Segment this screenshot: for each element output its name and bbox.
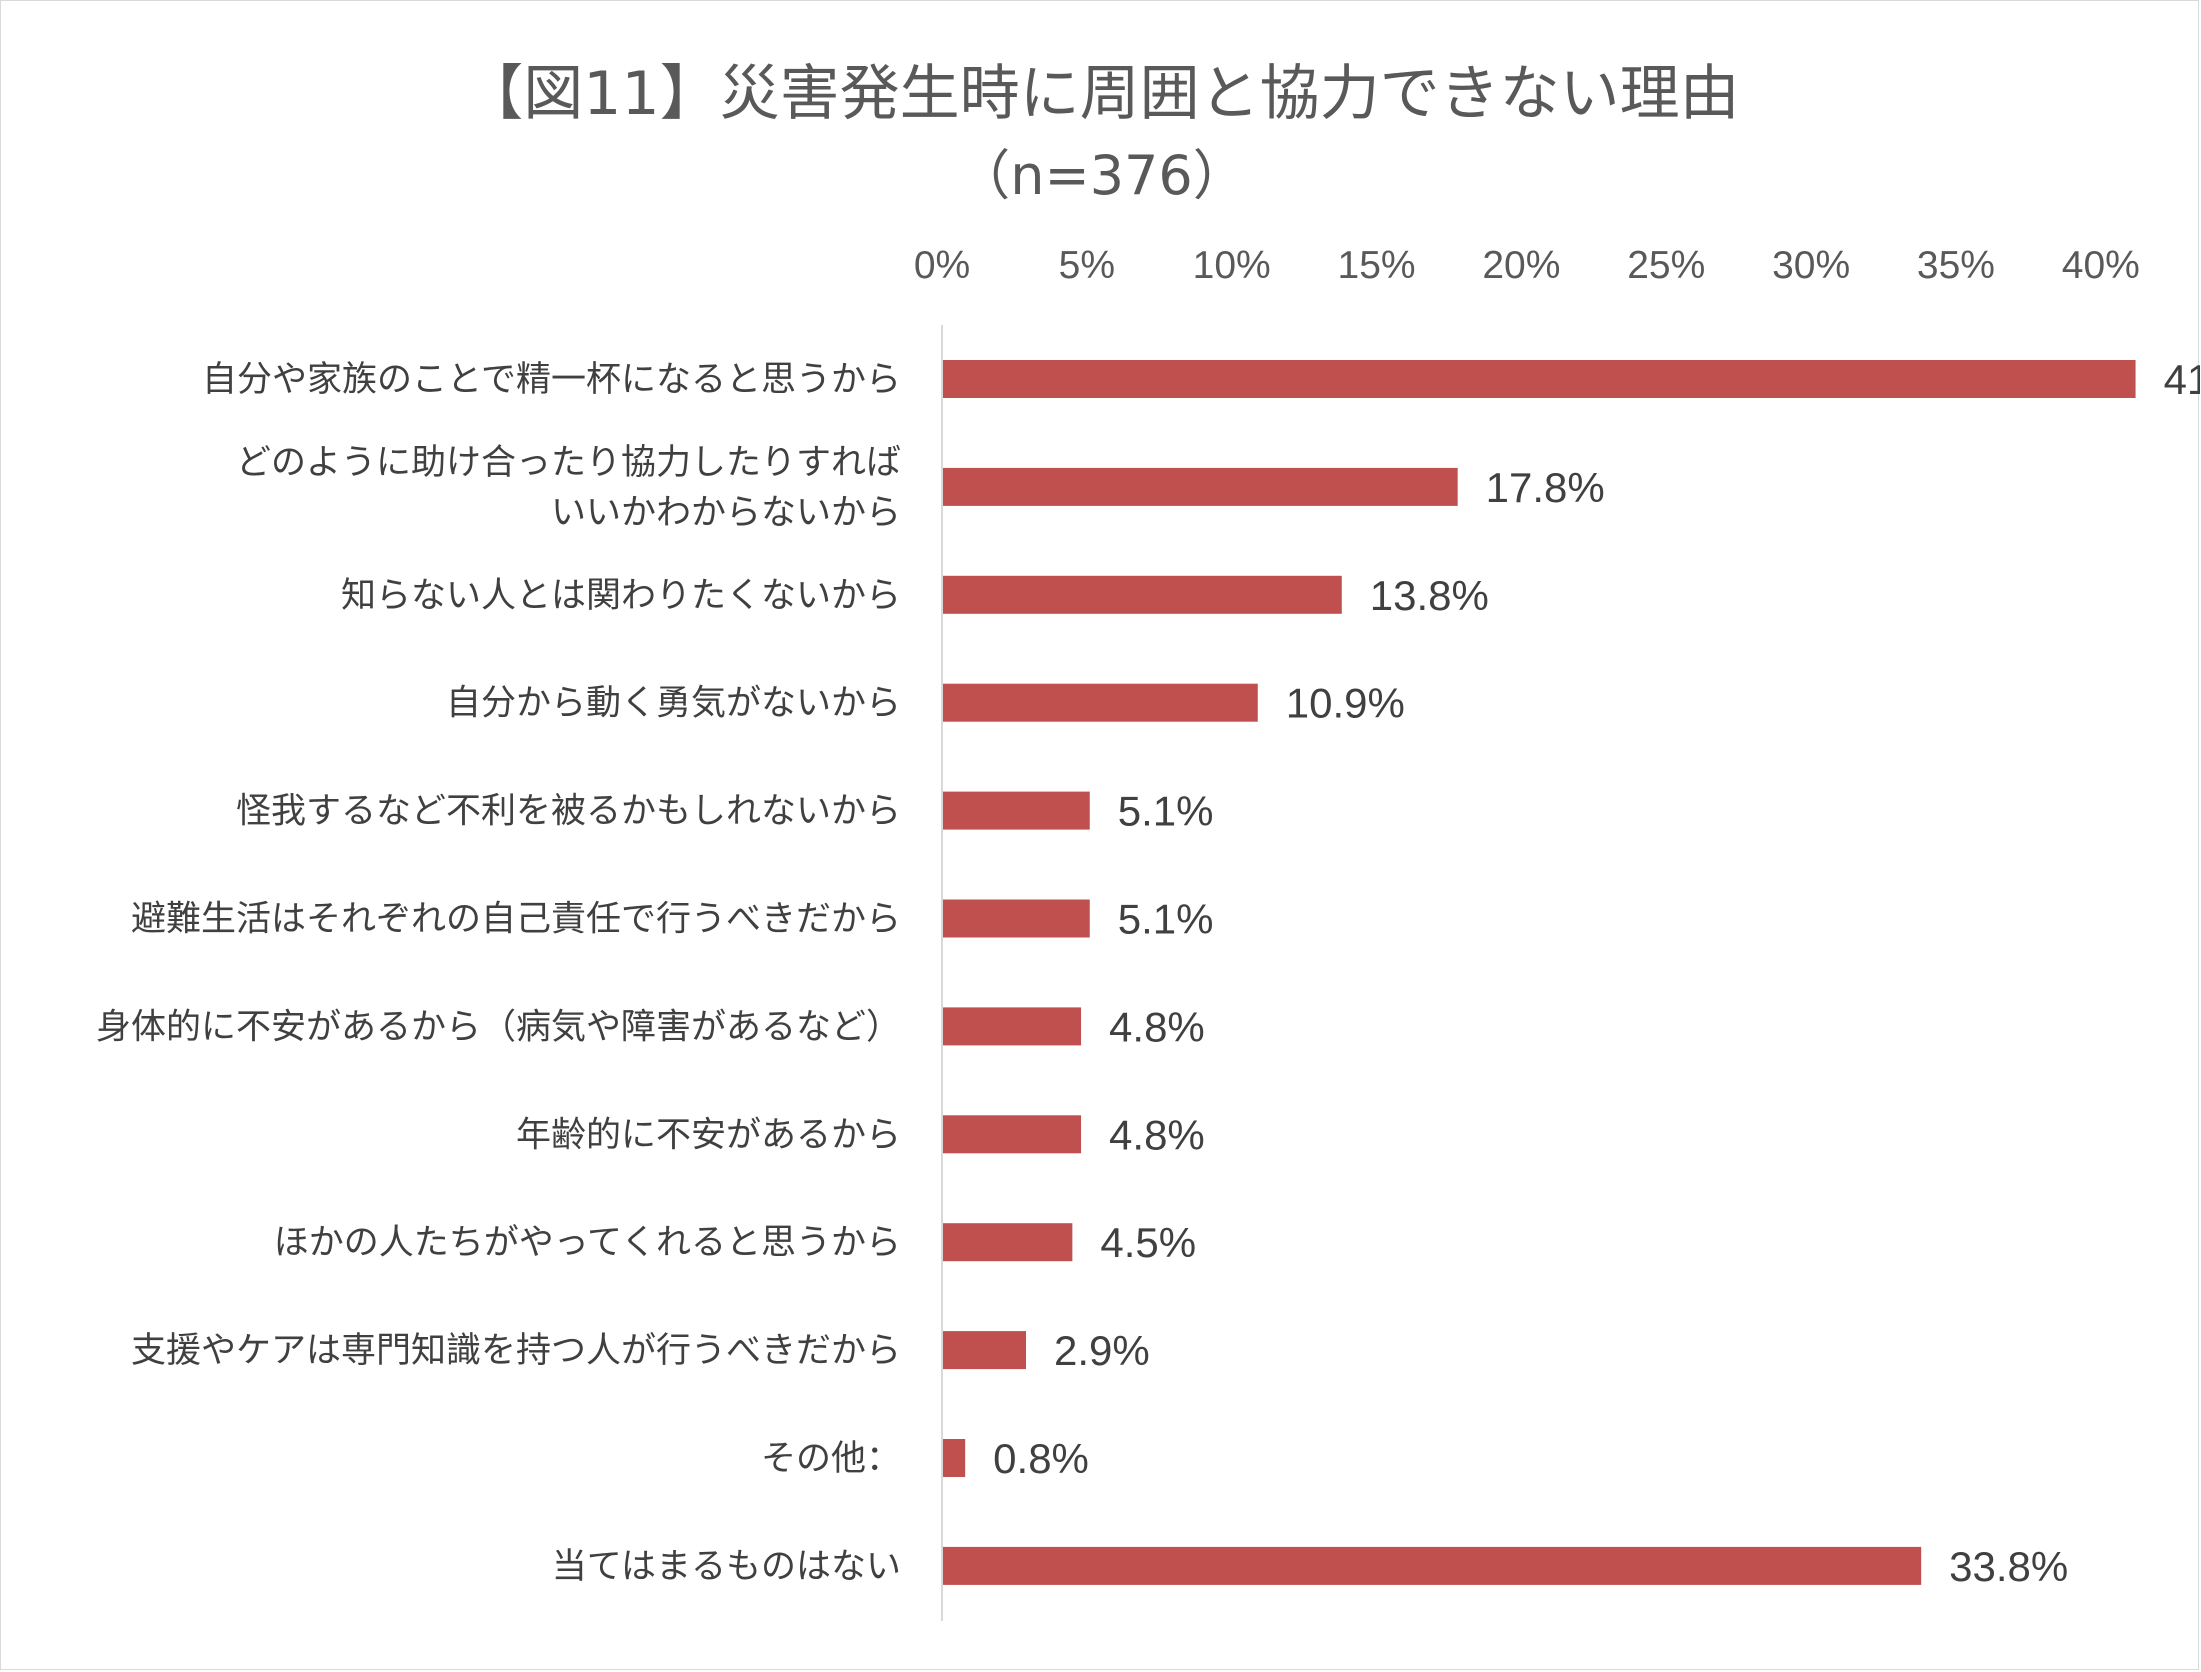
bar bbox=[943, 683, 1258, 722]
data-label: 4.5% bbox=[1100, 1219, 1196, 1266]
bar bbox=[943, 791, 1090, 830]
category-label: どのように助け合ったり協力したりすれば bbox=[236, 443, 901, 483]
data-label: 41.2% bbox=[2164, 356, 2200, 403]
x-tick-label: 40% bbox=[2062, 244, 2140, 287]
x-tick-label: 20% bbox=[1482, 244, 1560, 287]
bar bbox=[943, 1007, 1082, 1046]
category-label: 年齢的に不安があるから bbox=[516, 1115, 901, 1155]
data-label: 10.9% bbox=[1286, 680, 1405, 727]
x-tick-label: 15% bbox=[1338, 244, 1416, 287]
x-tick-label: 25% bbox=[1627, 244, 1705, 287]
category-label: その他： bbox=[761, 1439, 901, 1479]
category-label: 知らない人とは関わりたくないから bbox=[341, 576, 901, 616]
bar bbox=[943, 575, 1342, 614]
bar bbox=[943, 467, 1458, 506]
chart-subtitle: （n=376） bbox=[956, 144, 1247, 207]
x-tick-label: 10% bbox=[1193, 244, 1271, 287]
category-label: 避難生活はそれぞれの自己責任で行うべきだから bbox=[131, 900, 901, 940]
bar bbox=[943, 899, 1090, 938]
chart-title: 【図11】災害発生時に周囲と協力できない理由 bbox=[463, 59, 1740, 129]
bar bbox=[943, 1439, 966, 1477]
data-label: 5.1% bbox=[1118, 896, 1214, 943]
data-label: 0.8% bbox=[993, 1435, 1089, 1482]
data-label: 4.8% bbox=[1109, 1111, 1205, 1158]
bar bbox=[943, 1331, 1027, 1370]
category-label: いいかわからないから bbox=[551, 493, 901, 533]
data-label: 5.1% bbox=[1118, 788, 1214, 835]
category-label: 自分から動く勇気がないから bbox=[446, 684, 901, 724]
category-label: 身体的に不安があるから（病気や障害があるなど） bbox=[96, 1007, 901, 1047]
category-label: 当てはまるものはない bbox=[552, 1547, 901, 1587]
data-label: 2.9% bbox=[1054, 1327, 1150, 1374]
category-label: ほかの人たちがやってくれると思うから bbox=[274, 1223, 901, 1263]
bar bbox=[943, 1223, 1073, 1262]
data-label: 13.8% bbox=[1370, 572, 1489, 619]
bar bbox=[943, 360, 2136, 398]
x-tick-label: 0% bbox=[914, 244, 970, 287]
category-label: 自分や家族のことで精一杯になると思うから bbox=[202, 360, 901, 400]
data-label: 33.8% bbox=[1949, 1543, 2068, 1590]
x-tick-label: 30% bbox=[1772, 244, 1850, 287]
data-label: 17.8% bbox=[1486, 464, 1605, 511]
category-label: 怪我するなど不利を被るかもしれないから bbox=[236, 792, 901, 832]
category-label: 支援やケアは専門知識を持つ人が行うべきだから bbox=[131, 1331, 901, 1371]
data-label: 4.8% bbox=[1109, 1003, 1205, 1050]
bar bbox=[943, 1546, 1922, 1585]
bar bbox=[943, 1115, 1082, 1154]
x-tick-label: 35% bbox=[1917, 244, 1995, 287]
x-tick-label: 5% bbox=[1059, 244, 1115, 287]
